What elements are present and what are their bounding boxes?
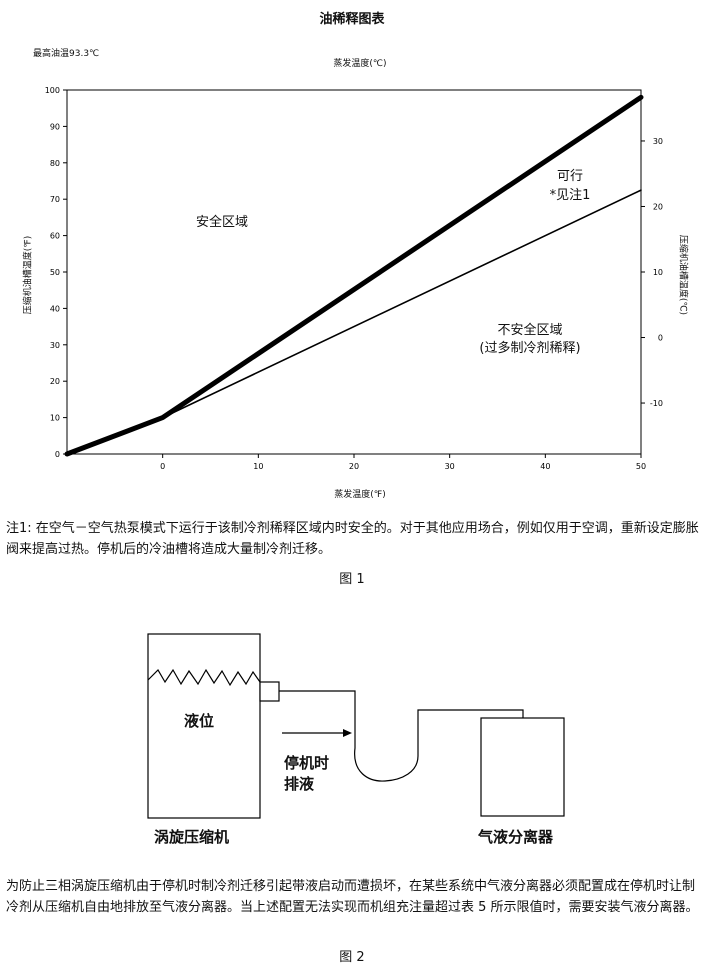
body-paragraph: 为防止三相涡旋压缩机由于停机时制冷剂迁移引起带液启动而遭损坏，在某些系统中气液分… <box>6 879 699 915</box>
y-tick-label: 60 <box>50 232 60 241</box>
y-tick-label: 80 <box>50 159 60 168</box>
y-tick-label: 50 <box>50 268 60 277</box>
x-axis-ticks: 0 10 20 30 40 50 <box>160 454 646 471</box>
y-right-tick-label: 20 <box>653 202 663 211</box>
liquid-level-label: 液位 <box>184 712 215 730</box>
drain-label-1: 停机时 <box>284 754 330 772</box>
drain-diagram <box>147 633 565 819</box>
liquid-level-line <box>147 668 261 687</box>
x-tick-label: 40 <box>540 462 550 471</box>
max-oil-temp-label: 最高油温93.3℃ <box>33 49 100 59</box>
drain-label-2: 排液 <box>284 775 315 793</box>
separator-label: 气液分离器 <box>478 828 554 846</box>
oil-dilution-chart: 0 10 20 30 40 50 60 70 80 90 100 0 10 20 30 40 50 -10 0 1… <box>45 86 663 471</box>
safe-zone-label: 安全区域 <box>195 215 248 230</box>
y-tick-label: 10 <box>50 414 60 423</box>
unsafe-zone-label-2: (过多制冷剂稀释) <box>479 341 581 356</box>
unsafe-zone-label-1: 不安全区域 <box>497 323 563 338</box>
series-group <box>64 94 644 457</box>
x-axis-label: 蒸发温度(℉) <box>334 490 386 500</box>
series-line-1 <box>64 94 644 457</box>
feasible-zone-label-2: *见注1 <box>549 188 591 203</box>
plot-frame <box>66 89 642 455</box>
figure-2-caption: 图 2 <box>339 950 365 965</box>
note-1: 注1: 在空气－空气热泵模式下运行于该制冷剂稀释区域内时安全的。对于其他应用场合… <box>6 521 699 557</box>
x-tick-label: 0 <box>160 462 165 471</box>
discharge-fitting <box>259 681 280 702</box>
y-axis-ticks: 0 10 20 30 40 50 60 70 80 90 100 <box>45 86 67 459</box>
y-tick-label: 30 <box>50 341 60 350</box>
y-axis-right-ticks: -10 0 10 20 30 <box>641 137 663 408</box>
y-tick-label: 70 <box>50 195 60 204</box>
x-tick-label: 30 <box>445 462 455 471</box>
figure-1-caption: 图 1 <box>339 572 365 587</box>
compressor-label: 涡旋压缩机 <box>154 828 230 846</box>
x-tick-label: 20 <box>349 462 359 471</box>
chart-title: 油稀释图表 <box>319 12 385 27</box>
y-right-tick-label: 0 <box>658 334 663 343</box>
series-line-2 <box>66 189 642 455</box>
x-tick-label: 50 <box>636 462 646 471</box>
y-tick-label: 90 <box>50 122 60 131</box>
y-right-tick-label: 30 <box>653 137 663 146</box>
y-tick-label: 40 <box>50 304 60 313</box>
y-right-tick-label: -10 <box>650 399 663 408</box>
y-tick-label: 0 <box>55 450 60 459</box>
feasible-zone-label-1: 可行 <box>556 169 583 184</box>
drain-pipe <box>279 690 524 782</box>
y-right-tick-label: 10 <box>653 268 663 277</box>
compressor-shell <box>147 633 261 819</box>
y-tick-label: 20 <box>50 377 60 386</box>
accumulator-shell <box>480 717 565 817</box>
x-axis-top-label: 蒸发温度(℃) <box>333 59 387 69</box>
x-tick-label: 10 <box>253 462 263 471</box>
y-tick-label: 100 <box>45 86 60 95</box>
flow-arrow-head <box>343 729 352 737</box>
